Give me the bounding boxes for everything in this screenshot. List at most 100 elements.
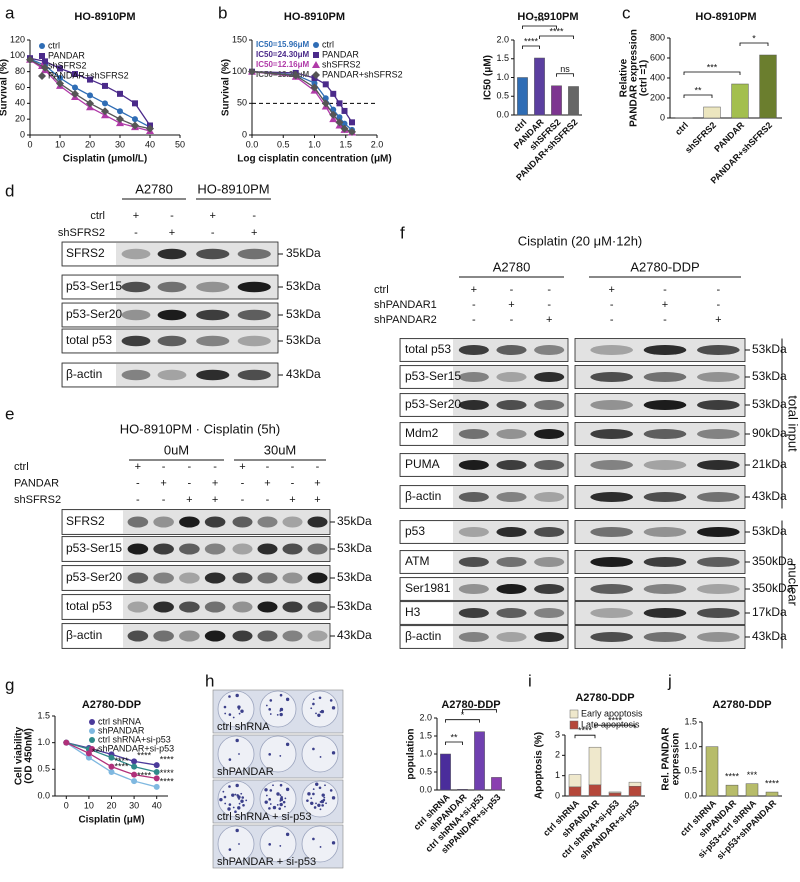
y-tick-label: 3: [555, 729, 560, 739]
band: [121, 248, 151, 260]
panel-letter: a: [5, 3, 15, 22]
colony: [307, 792, 311, 796]
colony: [310, 707, 313, 710]
colony: [285, 832, 290, 837]
band: [496, 607, 527, 619]
significance-bracket: [445, 719, 480, 723]
marker: [153, 769, 160, 775]
x-tick-label: 0.0: [246, 139, 259, 149]
marker: [291, 71, 300, 80]
y-axis-label: Survival (%): [0, 59, 10, 116]
row-label: SFRS2: [66, 514, 105, 528]
band: [534, 399, 565, 411]
condition-label: PANDAR: [14, 477, 59, 489]
condition-sign: +: [662, 299, 668, 311]
colony: [276, 713, 279, 716]
row-label: p53-Ser20: [66, 570, 122, 584]
condition-label: ctrl: [374, 284, 389, 296]
legend-marker: [89, 746, 95, 752]
ic50-label: IC50=12.16μM: [256, 60, 309, 69]
condition-sign: +: [314, 494, 320, 506]
significance-label: ****: [160, 754, 175, 764]
label-cell: [401, 423, 453, 445]
x-tick-label: 1.5: [339, 139, 352, 149]
label-cell: [63, 330, 116, 352]
band: [590, 344, 634, 356]
band: [458, 344, 489, 356]
colony: [319, 846, 322, 848]
band: [643, 371, 687, 383]
band: [127, 543, 149, 555]
colony: [279, 712, 283, 717]
y-tick-label: 1.0: [419, 748, 432, 758]
marker: [311, 80, 318, 87]
legend-label: ctrl: [322, 39, 334, 49]
y-tick-label: 0.0: [684, 790, 697, 800]
band: [458, 556, 489, 568]
group-label: A2780-DDP: [630, 259, 699, 274]
colony: [240, 709, 244, 713]
x-axis-label: Cisplatin (μmol/L): [63, 154, 147, 165]
y-tick-label: 0.5: [419, 766, 432, 776]
x-tick-label: 2.0: [371, 139, 384, 149]
y-axis-label: Cell viability: [14, 726, 25, 785]
colony: [236, 794, 239, 797]
y-tick-label: 2.0: [496, 34, 509, 44]
label-cell: [401, 551, 453, 573]
significance-label: *: [478, 700, 482, 710]
colony: [282, 800, 286, 804]
marker: [131, 121, 139, 130]
band: [204, 516, 226, 528]
significance-label: ****: [549, 26, 564, 36]
band: [496, 459, 527, 471]
row-label: p53-Ser20: [405, 397, 461, 411]
group-label: 30uM: [264, 442, 297, 457]
marker: [248, 67, 256, 76]
colony: [237, 705, 241, 709]
bar: [551, 85, 562, 116]
band: [697, 399, 740, 411]
condition-sign: -: [188, 461, 192, 473]
condition-sign: -: [162, 461, 166, 473]
condition-sign: +: [508, 299, 514, 311]
significance-label: *: [461, 710, 465, 720]
significance-label: ****: [115, 761, 130, 771]
condition-sign: +: [169, 227, 175, 239]
colony: [269, 713, 272, 715]
group-label: A2780: [135, 181, 173, 196]
condition-label: shPANDAR1: [374, 299, 437, 311]
bar-segment: [608, 792, 622, 797]
band: [196, 248, 230, 260]
y-tick-label: 1.5: [684, 716, 697, 726]
band: [590, 428, 634, 440]
group-label: 0uM: [164, 442, 189, 457]
band: [282, 601, 303, 613]
marker: [132, 100, 138, 107]
legend-label: shPANDAR+si-p53: [98, 743, 174, 753]
legend-swatch: [569, 720, 579, 730]
condition-sign: -: [610, 299, 614, 311]
band: [590, 371, 634, 383]
bar: [705, 746, 719, 797]
marker: [57, 75, 63, 81]
condition-sign: +: [135, 461, 141, 473]
condition-sign: -: [510, 284, 514, 296]
colony: [235, 783, 239, 788]
band: [643, 631, 687, 643]
band: [204, 543, 226, 555]
band: [697, 631, 740, 643]
legend-marker: [312, 71, 320, 79]
x-tick-label: shSFRS2: [683, 120, 718, 155]
significance-label: ****: [725, 772, 740, 782]
group-label: A2780: [493, 259, 531, 274]
marker: [348, 127, 356, 136]
significance-label: ****: [608, 716, 623, 726]
significance-label: ns: [560, 64, 570, 74]
y-tick-label: 0.0: [496, 109, 509, 119]
marker: [311, 75, 318, 81]
colony: [285, 787, 290, 792]
group-label: HO-8910PM: [197, 181, 269, 196]
marker: [329, 110, 338, 119]
y-tick-label: 100: [232, 66, 247, 76]
band: [307, 601, 328, 613]
